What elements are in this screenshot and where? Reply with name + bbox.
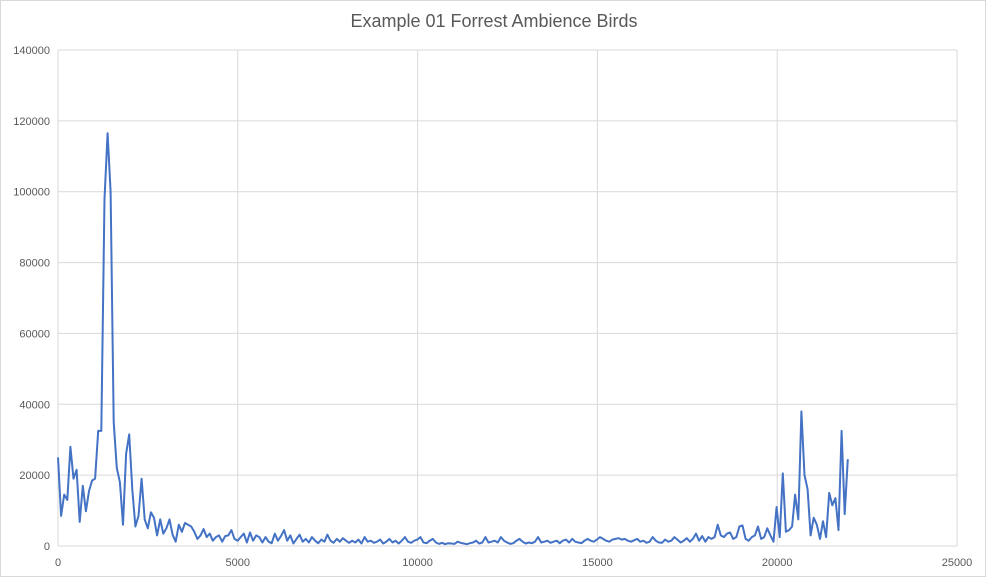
y-tick-label: 20000: [19, 470, 50, 482]
y-tick-label: 140000: [13, 45, 50, 57]
y-tick-label: 0: [44, 541, 50, 553]
y-tick-label: 120000: [13, 116, 50, 128]
x-tick-label: 10000: [402, 557, 433, 569]
x-tick-label: 0: [55, 557, 61, 569]
y-tick-label: 80000: [19, 258, 50, 270]
y-tick-label: 100000: [13, 187, 50, 199]
x-tick-label: 25000: [942, 557, 973, 569]
x-tick-label: 5000: [226, 557, 250, 569]
x-tick-label: 15000: [582, 557, 613, 569]
series-layer: [57, 132, 849, 546]
chart-title: Example 01 Forrest Ambience Birds: [350, 11, 638, 31]
series-line: [57, 132, 849, 546]
y-tick-label: 40000: [19, 399, 50, 411]
y-tick-label: 60000: [19, 328, 50, 340]
x-tick-label: 20000: [762, 557, 793, 569]
grid: [57, 49, 958, 547]
tick-labels: 0 20000 40000 60000 80000 100000 120000 140000 0…: [13, 45, 972, 569]
